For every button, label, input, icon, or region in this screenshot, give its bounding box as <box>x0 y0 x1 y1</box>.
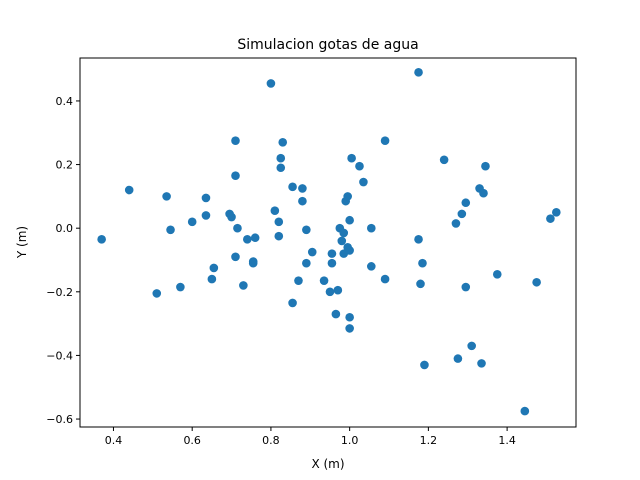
data-point <box>418 258 427 268</box>
data-point <box>520 406 530 416</box>
data-point <box>343 192 352 201</box>
data-point <box>339 228 349 238</box>
data-point <box>414 68 423 77</box>
x-tick-label: 1.2 <box>420 434 438 447</box>
data-point <box>380 136 390 146</box>
data-point <box>367 223 376 233</box>
data-point <box>481 161 490 171</box>
data-point <box>307 247 317 257</box>
data-point <box>414 235 423 244</box>
data-point <box>439 155 449 165</box>
data-point <box>152 289 162 298</box>
data-point <box>276 163 286 173</box>
y-tick-label: −0.2 <box>46 286 73 299</box>
data-point <box>166 225 175 235</box>
data-point <box>319 276 329 285</box>
data-point <box>479 188 488 198</box>
data-point <box>239 281 248 290</box>
y-tick-label: 0.0 <box>56 222 74 235</box>
y-tick-label: 0.2 <box>56 159 74 172</box>
data-point <box>243 235 252 244</box>
data-point <box>288 182 297 192</box>
x-tick-label: 1.4 <box>498 434 516 447</box>
data-point <box>124 185 134 195</box>
data-point <box>345 215 354 225</box>
data-point <box>231 171 240 180</box>
data-point <box>176 282 185 292</box>
axes-layer: 0.4 0.6 0.8 1.0 1.2 1.4 −0.6 −0.4 −0.2 0.0 0.2 0.4 <box>46 95 516 447</box>
data-point <box>345 324 354 333</box>
x-axis-label: X (m) <box>311 457 344 471</box>
data-point <box>274 217 284 227</box>
data-point <box>461 282 471 292</box>
data-point <box>457 209 467 219</box>
data-point <box>416 279 425 289</box>
x-tick-label: 0.8 <box>262 434 280 447</box>
data-point <box>97 235 106 244</box>
data-point <box>227 212 236 222</box>
data-point <box>231 252 240 262</box>
data-point <box>345 312 354 322</box>
y-axis-label: Y (m) <box>15 226 29 259</box>
data-point <box>461 198 471 208</box>
data-point <box>467 341 476 351</box>
data-point <box>187 217 197 227</box>
data-point <box>325 287 335 297</box>
data-point <box>552 207 561 217</box>
data-point <box>420 360 429 370</box>
data-point <box>333 285 343 295</box>
data-point <box>298 196 307 206</box>
x-tick-label: 1.0 <box>341 434 359 447</box>
data-point <box>477 359 486 368</box>
data-point <box>302 225 311 235</box>
y-tick-label: −0.4 <box>46 349 73 362</box>
data-point <box>162 192 171 201</box>
data-point <box>327 249 337 258</box>
data-point <box>337 236 347 246</box>
data-point <box>207 274 217 284</box>
data-point <box>288 298 297 308</box>
data-point <box>278 137 288 147</box>
data-point <box>209 263 219 273</box>
data-point <box>492 270 502 279</box>
data-point <box>345 246 354 255</box>
data-point <box>451 219 461 228</box>
data-point <box>453 354 463 363</box>
data-point <box>274 231 284 241</box>
data-point <box>270 206 280 215</box>
data-point <box>201 211 211 220</box>
y-tick-label: 0.4 <box>56 95 74 108</box>
data-point <box>367 262 376 271</box>
x-tick-label: 0.6 <box>183 434 201 447</box>
data-point <box>302 258 311 268</box>
data-point <box>294 276 303 285</box>
data-point <box>380 274 390 284</box>
data-point <box>355 161 364 171</box>
y-tick-label: −0.6 <box>46 413 73 426</box>
data-point <box>248 258 258 268</box>
data-point <box>347 153 356 163</box>
data-point <box>250 233 260 243</box>
data-point <box>201 193 211 203</box>
data-point <box>233 223 242 233</box>
data-point <box>359 177 368 187</box>
plot-area-frame <box>79 57 577 428</box>
data-point <box>231 136 240 146</box>
data-point <box>327 258 337 268</box>
chart-title: Simulacion gotas de agua <box>237 37 418 53</box>
data-point <box>276 153 286 163</box>
points-layer <box>97 68 561 416</box>
data-point <box>298 184 307 193</box>
data-point <box>331 309 341 319</box>
x-tick-label: 0.4 <box>105 434 123 447</box>
data-point <box>532 277 541 287</box>
data-point <box>546 214 555 223</box>
data-point <box>266 79 276 88</box>
